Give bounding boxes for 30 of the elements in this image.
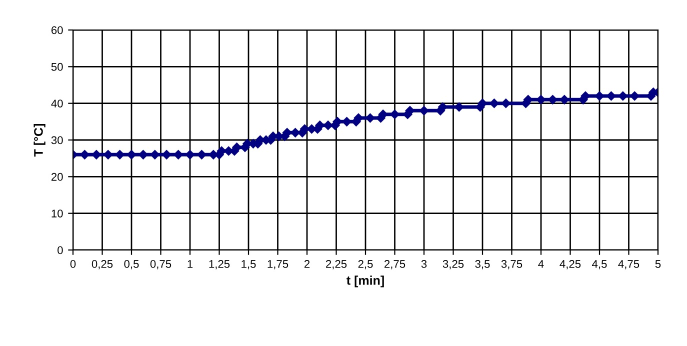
x-tick-label: 4,25 (560, 260, 581, 270)
x-tick-label: 2,75 (384, 260, 406, 270)
x-tick-label: 0 (70, 260, 76, 268)
y-tick-label: 30 (51, 136, 63, 144)
x-tick-label: 4,5 (592, 260, 607, 270)
x-tick-label: 1,25 (209, 260, 230, 270)
x-axis-title: t [min] (346, 276, 384, 288)
x-tick-label: 2,25 (326, 260, 347, 270)
y-tick-label: 0 (58, 246, 63, 254)
y-tick-label: 50 (51, 62, 63, 71)
x-tick-label: 1 (188, 260, 193, 268)
x-tick-label: 0,25 (92, 260, 113, 270)
y-axis-title: T [°C] (34, 124, 46, 157)
y-tick-label: 60 (51, 26, 63, 34)
x-tick-label: 0,5 (124, 260, 139, 270)
x-tick-label: 2 (304, 260, 310, 268)
x-tick-label: 4,75 (618, 260, 640, 270)
y-tick-label: 10 (52, 210, 63, 218)
x-tick-label: 3,25 (442, 260, 464, 270)
x-tick-label: 2,5 (358, 260, 373, 270)
x-tick-label: 0,75 (150, 260, 172, 270)
x-tick-label: 3,5 (475, 260, 490, 270)
y-tick-label: 40 (51, 100, 63, 108)
x-tick-label: 5 (655, 260, 661, 268)
x-tick-label: 1,75 (268, 260, 288, 270)
x-tick-label: 3,75 (501, 260, 522, 270)
x-tick-label: 1,5 (242, 260, 256, 270)
x-tick-label: 3 (421, 260, 427, 268)
y-tick-label: 20 (51, 172, 63, 181)
x-tick-label: 4 (538, 260, 544, 268)
